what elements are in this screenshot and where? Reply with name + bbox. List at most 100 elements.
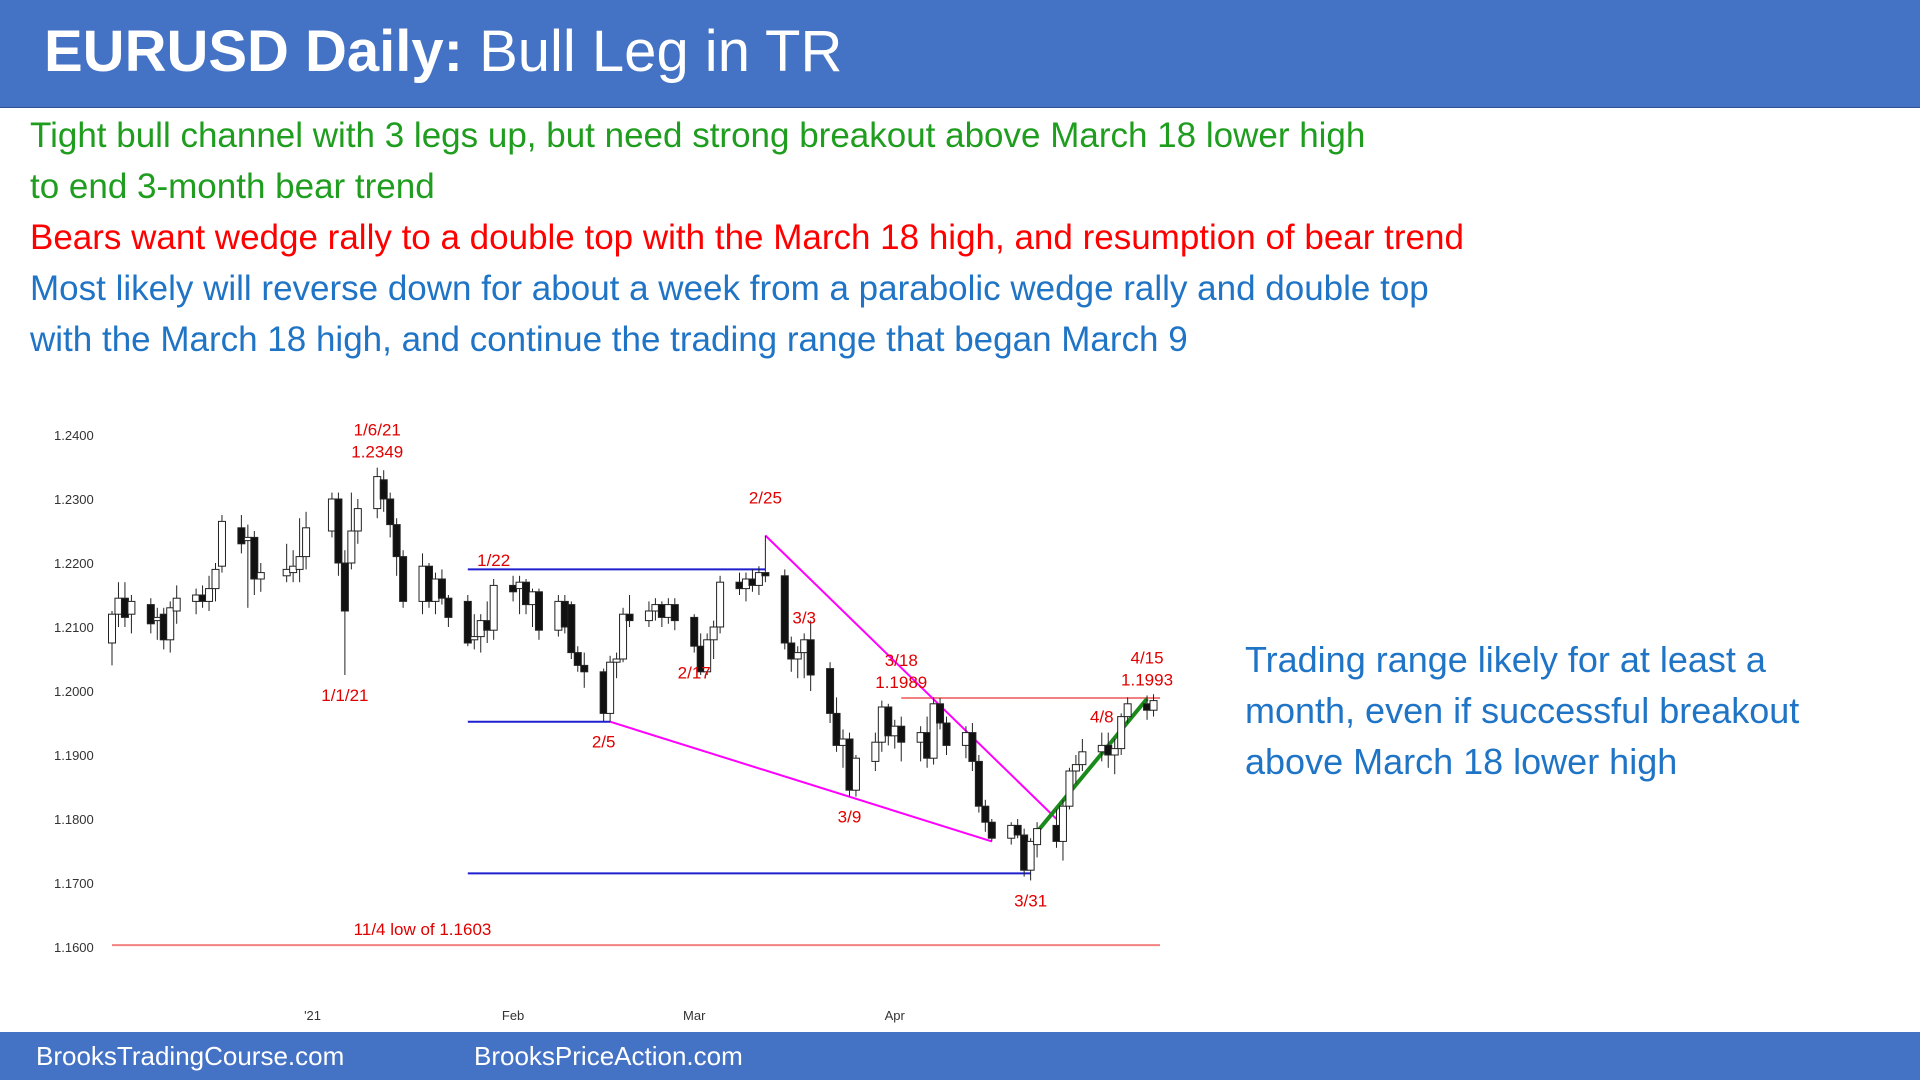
candle-body xyxy=(793,652,802,660)
candle-body xyxy=(192,594,201,602)
candle-body xyxy=(651,604,660,612)
candle-body xyxy=(1052,824,1061,842)
y-tick-label: 1.2200 xyxy=(54,556,94,571)
candle-body xyxy=(1078,751,1087,766)
footer-bar: BrooksTradingCourse.com BrooksPriceActio… xyxy=(0,1032,1920,1080)
candle-body xyxy=(567,604,576,654)
side-note: Trading range likely for at least a mont… xyxy=(1245,639,1800,782)
price-annotation: 1.1989 xyxy=(875,673,927,692)
candlestick-chart: 1.2400 1.2300 1.2200 1.2100 1.2000 1.1900 1.18… xyxy=(54,421,1173,1023)
x-tick-label: Apr xyxy=(885,1008,906,1023)
trend-line xyxy=(609,720,993,843)
candle-body xyxy=(509,584,518,593)
candle-body xyxy=(761,572,770,577)
candle-body xyxy=(1110,748,1119,756)
candle-body xyxy=(787,642,796,660)
candle-body xyxy=(289,565,298,574)
candle-body xyxy=(295,556,304,570)
candle-body xyxy=(1007,824,1016,839)
candle-body xyxy=(968,732,977,762)
candle-body xyxy=(515,581,524,590)
candle-body xyxy=(716,581,725,628)
candle-body xyxy=(1149,700,1158,711)
candle-body xyxy=(1117,716,1126,750)
candle-body xyxy=(1033,828,1042,846)
candle-body xyxy=(108,613,116,644)
candle-body xyxy=(690,616,699,647)
price-annotation: 2/25 xyxy=(749,488,782,507)
candle-body xyxy=(534,591,543,631)
candle-body xyxy=(619,613,628,660)
y-tick-label: 1.1700 xyxy=(54,876,94,891)
y-tick-label: 1.2000 xyxy=(54,684,94,699)
candle-body xyxy=(573,652,582,666)
candle-body xyxy=(114,597,123,615)
candle-body xyxy=(243,536,252,542)
price-annotation: 3/3 xyxy=(792,608,816,627)
candle-body xyxy=(826,668,835,714)
candle-body xyxy=(373,476,382,510)
x-tick-label: Mar xyxy=(683,1008,706,1023)
candle-body xyxy=(780,575,789,644)
candle-body xyxy=(166,607,175,641)
candle-body xyxy=(916,732,925,743)
candle-body xyxy=(237,527,246,545)
footer-right-link[interactable]: BrooksPriceAction.com xyxy=(474,1041,743,1071)
candle-body xyxy=(670,604,679,622)
candle-body xyxy=(127,600,136,615)
price-annotation: 4/15 xyxy=(1131,648,1164,667)
candle-body xyxy=(709,626,718,641)
candle-body xyxy=(936,703,945,724)
candle-body xyxy=(580,664,589,673)
candle-body xyxy=(987,821,996,839)
candle-body xyxy=(172,597,181,612)
candle-body xyxy=(897,725,906,743)
candle-body xyxy=(340,562,349,612)
footer-left-link[interactable]: BrooksTradingCourse.com xyxy=(36,1041,345,1071)
candle-body xyxy=(890,725,899,737)
candle-body xyxy=(599,671,608,714)
candle-body xyxy=(489,584,498,631)
candle-body xyxy=(476,620,485,638)
note-bears: Bears want wedge rally to a double top w… xyxy=(30,218,1464,257)
candle-body xyxy=(444,597,453,618)
candle-body xyxy=(424,565,433,602)
candle-body xyxy=(1020,834,1029,871)
title-rest: Bull Leg in TR xyxy=(462,19,843,84)
candle-body xyxy=(282,568,291,577)
price-annotation: 1.1993 xyxy=(1121,670,1173,689)
candle-body xyxy=(981,805,990,823)
title-bold: EURUSD Daily: xyxy=(44,19,463,84)
candle-body xyxy=(1058,805,1067,842)
candle-body xyxy=(522,581,531,606)
candle-body xyxy=(606,661,615,714)
y-tick-label: 1.1600 xyxy=(54,940,94,955)
candle-body xyxy=(120,597,129,618)
candle-body xyxy=(146,604,155,625)
candle-body xyxy=(205,588,214,602)
candle-body xyxy=(664,604,673,618)
candle-body xyxy=(302,527,311,558)
candle-body xyxy=(942,722,951,746)
y-tick-label: 1.2400 xyxy=(54,428,94,443)
note-likely: Most likely will reverse down for about … xyxy=(30,269,1429,308)
candle-body xyxy=(832,712,841,746)
slide-title: EURUSD Daily: Bull Leg in TR xyxy=(44,18,842,86)
candle-body xyxy=(974,760,983,807)
trend-line xyxy=(1035,697,1149,834)
candle-body xyxy=(483,620,492,631)
candle-body xyxy=(256,572,265,580)
y-tick-label: 1.1900 xyxy=(54,748,94,763)
candle-body xyxy=(1097,744,1106,753)
candle-body xyxy=(961,732,970,746)
candle-body xyxy=(871,741,880,762)
y-tick-label: 1.2100 xyxy=(54,620,94,635)
candle-body xyxy=(463,600,472,644)
note-bear-trend: to end 3-month bear trend xyxy=(30,167,435,206)
candle-body xyxy=(923,732,932,759)
candle-body xyxy=(431,578,440,602)
candle-body xyxy=(399,556,408,602)
candle-body xyxy=(851,757,860,791)
price-annotation: 11/4 low of 1.1603 xyxy=(354,920,492,939)
note-range: with the March 18 high, and continue the… xyxy=(30,320,1188,359)
